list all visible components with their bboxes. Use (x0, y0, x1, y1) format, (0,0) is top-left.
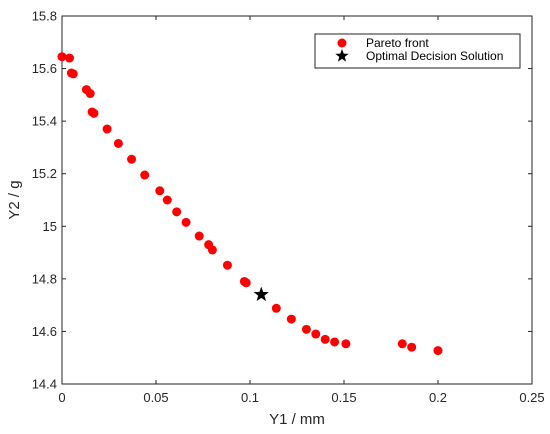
pareto-point (433, 346, 443, 356)
legend-label-optimal: Optimal Decision Solution (366, 49, 503, 63)
y-tick-label: 15.4 (32, 114, 57, 129)
y-axis-label: Y2 / g (6, 180, 23, 219)
legend-marker-optimal (335, 49, 349, 62)
x-tick-label: 0.2 (429, 390, 447, 405)
pareto-point (57, 52, 67, 62)
x-tick-label: 0.05 (143, 390, 168, 405)
pareto-point (241, 278, 251, 288)
pareto-point (320, 334, 330, 344)
pareto-point (140, 170, 150, 180)
axis-ticks (61, 15, 533, 385)
data-points (57, 52, 443, 356)
pareto-point (181, 217, 191, 227)
pareto-point (113, 138, 123, 148)
pareto-point (301, 324, 311, 334)
y-tick-label: 15 (43, 219, 57, 234)
pareto-point (207, 245, 217, 255)
y-tick-label: 14.4 (32, 377, 57, 392)
pareto-point (85, 89, 95, 99)
x-tick-labels: 0 0.05 0.1 0.15 0.2 0.25 (58, 390, 544, 405)
y-tick-label: 15.6 (32, 61, 57, 76)
legend-label-pareto: Pareto front (366, 36, 429, 50)
pareto-point (222, 260, 232, 270)
x-tick-label: 0.1 (241, 390, 259, 405)
pareto-point (162, 195, 172, 205)
y-tick-label: 14.6 (32, 324, 57, 339)
pareto-point (65, 53, 75, 63)
pareto-point (68, 69, 78, 79)
pareto-point (155, 186, 165, 196)
pareto-point (397, 339, 407, 349)
plot-area (61, 15, 533, 385)
pareto-point (341, 339, 351, 349)
y-tick-label: 14.8 (32, 271, 57, 286)
pareto-point (330, 337, 340, 347)
x-tick-label: 0.15 (331, 390, 356, 405)
legend: Pareto front Optimal Decision Solution (314, 33, 521, 69)
y-tick-labels: 14.4 14.6 14.8 15 15.2 15.4 15.6 15.8 (32, 9, 57, 392)
x-tick-label: 0.25 (519, 390, 544, 405)
x-axis-label: Y1 / mm (269, 411, 325, 428)
x-tick-label: 0 (58, 390, 65, 405)
optimal-solution-star (253, 286, 269, 302)
y-tick-label: 15.8 (32, 9, 57, 24)
pareto-point (172, 207, 182, 217)
pareto-point (102, 124, 112, 134)
y-tick-label: 15.2 (32, 166, 57, 181)
pareto-point (286, 314, 296, 324)
pareto-point (194, 231, 204, 241)
pareto-point (89, 108, 99, 118)
pareto-point (271, 303, 281, 313)
pareto-point (407, 342, 417, 352)
pareto-point (311, 329, 321, 339)
legend-marker-pareto (337, 38, 347, 48)
legend-box (314, 33, 521, 69)
pareto-point (127, 154, 137, 164)
